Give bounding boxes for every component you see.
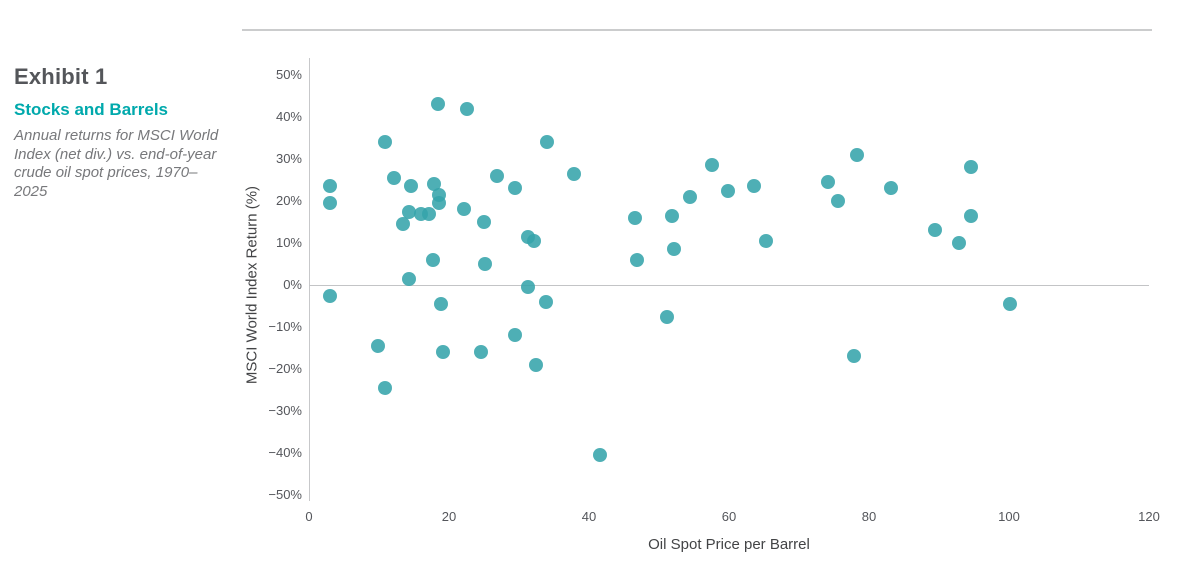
scatter-point	[746, 179, 761, 194]
y-tick-labels: 50% 40% 30% 20% 10% 0% −10% −20% −30% −40% −50%	[238, 67, 302, 502]
x-tick-label: 0	[305, 509, 313, 524]
x-tick-label: 40	[581, 509, 597, 524]
scatter-point	[850, 147, 865, 162]
y-tick-label: 20%	[275, 193, 302, 208]
scatter-point	[538, 294, 553, 309]
x-axis-title: Oil Spot Price per Barrel	[648, 536, 810, 553]
scatter-point	[425, 252, 440, 267]
scatter-point	[666, 242, 681, 257]
scatter-point	[951, 236, 966, 250]
scatter-point	[490, 168, 505, 183]
scatter-point	[473, 345, 488, 360]
scatter-point	[477, 257, 492, 271]
scatter-point	[528, 357, 543, 372]
scatter-point	[592, 448, 607, 463]
y-tick-label: −50%	[268, 487, 302, 502]
scatter-point	[402, 271, 417, 286]
scatter-point	[521, 280, 536, 295]
scatter-point	[402, 204, 417, 219]
y-tick-label: −30%	[268, 403, 302, 418]
scatter-point	[759, 233, 774, 248]
scatter-point	[323, 196, 337, 211]
scatter-point	[664, 208, 679, 223]
x-tick-label: 100	[998, 509, 1020, 524]
scatter-point	[629, 252, 644, 267]
scatter-point	[421, 206, 436, 221]
scatter-point	[378, 380, 393, 395]
scatter-point	[927, 223, 942, 238]
scatter-point	[436, 345, 451, 360]
scatter-point	[433, 296, 448, 311]
scatter-point	[460, 101, 475, 116]
scatter-point	[430, 97, 445, 112]
scatter-point	[371, 338, 386, 353]
exhibit-title: Stocks and Barrels	[14, 100, 169, 119]
exhibit-description: Annual returns for MSCI World Index (net…	[14, 127, 219, 200]
scatter-point	[884, 181, 899, 196]
scatter-point	[540, 135, 554, 150]
scatter-point	[705, 158, 720, 173]
scatter-point	[477, 215, 491, 229]
zero-gridline	[309, 285, 1149, 286]
scatter-point	[386, 170, 401, 185]
scatter-point	[507, 328, 522, 343]
scatter-point	[820, 175, 835, 190]
scatter-point	[432, 196, 447, 211]
scatter-point	[1003, 296, 1018, 311]
header-rule	[242, 29, 1152, 31]
scatter-point	[404, 179, 419, 194]
scatter-point	[627, 210, 642, 225]
x-tick-label: 80	[861, 509, 877, 524]
x-tick-labels: 0 20 40 60 80 100 120	[305, 509, 1159, 527]
scatter-point	[682, 189, 697, 204]
x-tick-label: 60	[721, 509, 737, 524]
y-tick-label: −10%	[268, 319, 302, 334]
y-tick-label: 40%	[275, 109, 302, 124]
y-tick-label: −20%	[268, 361, 302, 376]
scatter-point	[963, 208, 978, 223]
y-tick-label: 0%	[283, 277, 302, 292]
scatter-point	[831, 194, 846, 208]
exhibit-panel: Exhibit 1 Stocks and Barrels Annual retu…	[14, 64, 226, 201]
scatter-point	[323, 179, 337, 194]
y-tick-label: 50%	[275, 67, 302, 82]
y-tick-label: −40%	[268, 445, 302, 460]
scatter-point	[964, 160, 979, 175]
y-tick-label: 10%	[275, 235, 302, 250]
x-tick-label: 120	[1138, 509, 1160, 524]
scatter-point	[507, 181, 522, 196]
exhibit-label: Exhibit 1	[14, 64, 108, 89]
scatter-point	[457, 202, 472, 217]
scatter-point	[720, 183, 735, 198]
scatter-point	[846, 349, 861, 364]
x-tick-label: 20	[441, 509, 457, 524]
scatter-point	[395, 217, 410, 232]
scatter-point	[566, 166, 581, 181]
scatter-point	[323, 288, 337, 303]
scatter-point	[378, 135, 393, 150]
scatter-point	[659, 309, 674, 324]
plot-area	[309, 75, 1149, 495]
y-axis-line	[309, 58, 310, 501]
scatter-point	[526, 233, 541, 248]
y-tick-label: 30%	[275, 151, 302, 166]
